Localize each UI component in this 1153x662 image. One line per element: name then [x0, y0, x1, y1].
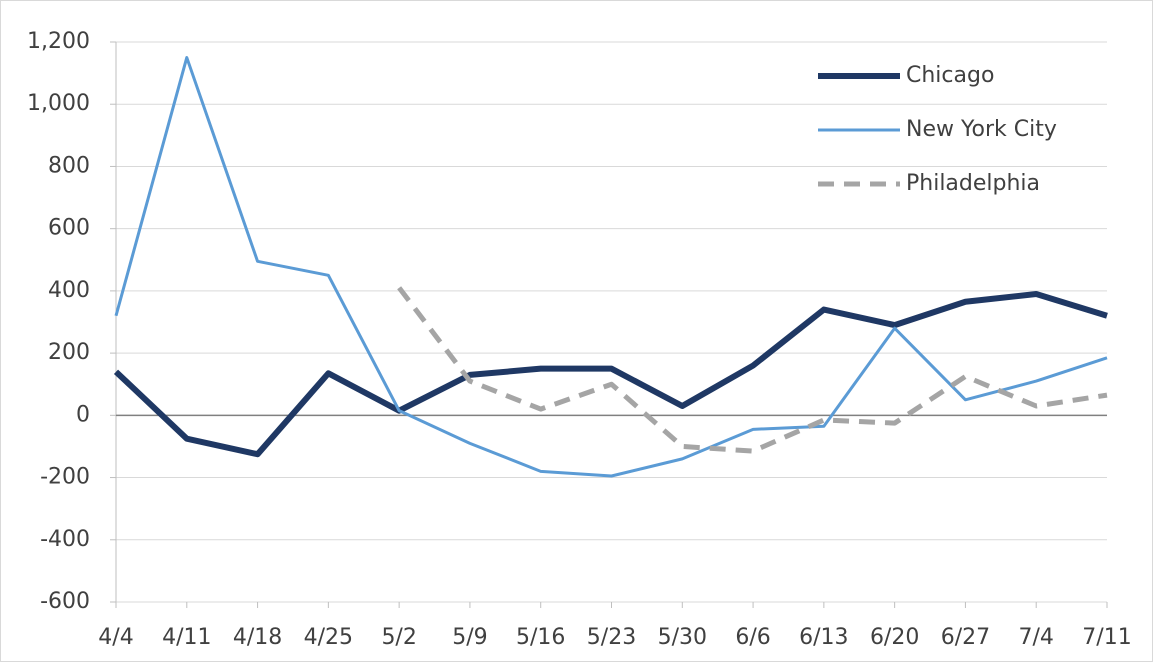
x-tick-label: 5/2: [381, 625, 416, 650]
y-tick-label: 200: [48, 340, 90, 365]
x-tick-label: 5/9: [452, 625, 487, 650]
legend-label: New York City: [906, 117, 1057, 142]
y-tick-label: 1,200: [27, 29, 90, 54]
x-tick-label: 7/11: [1082, 625, 1131, 650]
x-tick-label: 7/4: [1019, 625, 1054, 650]
x-tick-label: 5/30: [658, 625, 707, 650]
series-line: [113, 291, 1108, 458]
series-line: [114, 56, 1108, 478]
y-tick-label: -600: [40, 589, 90, 614]
x-tick-label: 4/11: [162, 625, 211, 650]
y-tick-label: 600: [48, 216, 90, 241]
x-tick-label: 5/23: [587, 625, 636, 650]
y-tick-label: 400: [48, 278, 90, 303]
x-tick-label: 6/13: [799, 625, 848, 650]
legend-label: Philadelphia: [906, 171, 1040, 196]
legend-label: Chicago: [906, 63, 994, 88]
x-tick-label: 6/6: [735, 625, 770, 650]
x-tick-label: 4/25: [304, 625, 353, 650]
x-tick-label: 5/16: [516, 625, 565, 650]
series-line: [397, 286, 1108, 454]
y-tick-label: 1,000: [27, 91, 90, 116]
x-tick-label: 6/20: [870, 625, 919, 650]
y-tick-label: 800: [48, 153, 90, 178]
y-tick-label: 0: [76, 402, 90, 427]
x-tick-label: 6/27: [941, 625, 990, 650]
x-tick-label: 4/4: [98, 625, 133, 650]
x-tick-label: 4/18: [233, 625, 282, 650]
y-tick-label: -200: [40, 465, 90, 490]
y-tick-label: -400: [40, 527, 90, 552]
